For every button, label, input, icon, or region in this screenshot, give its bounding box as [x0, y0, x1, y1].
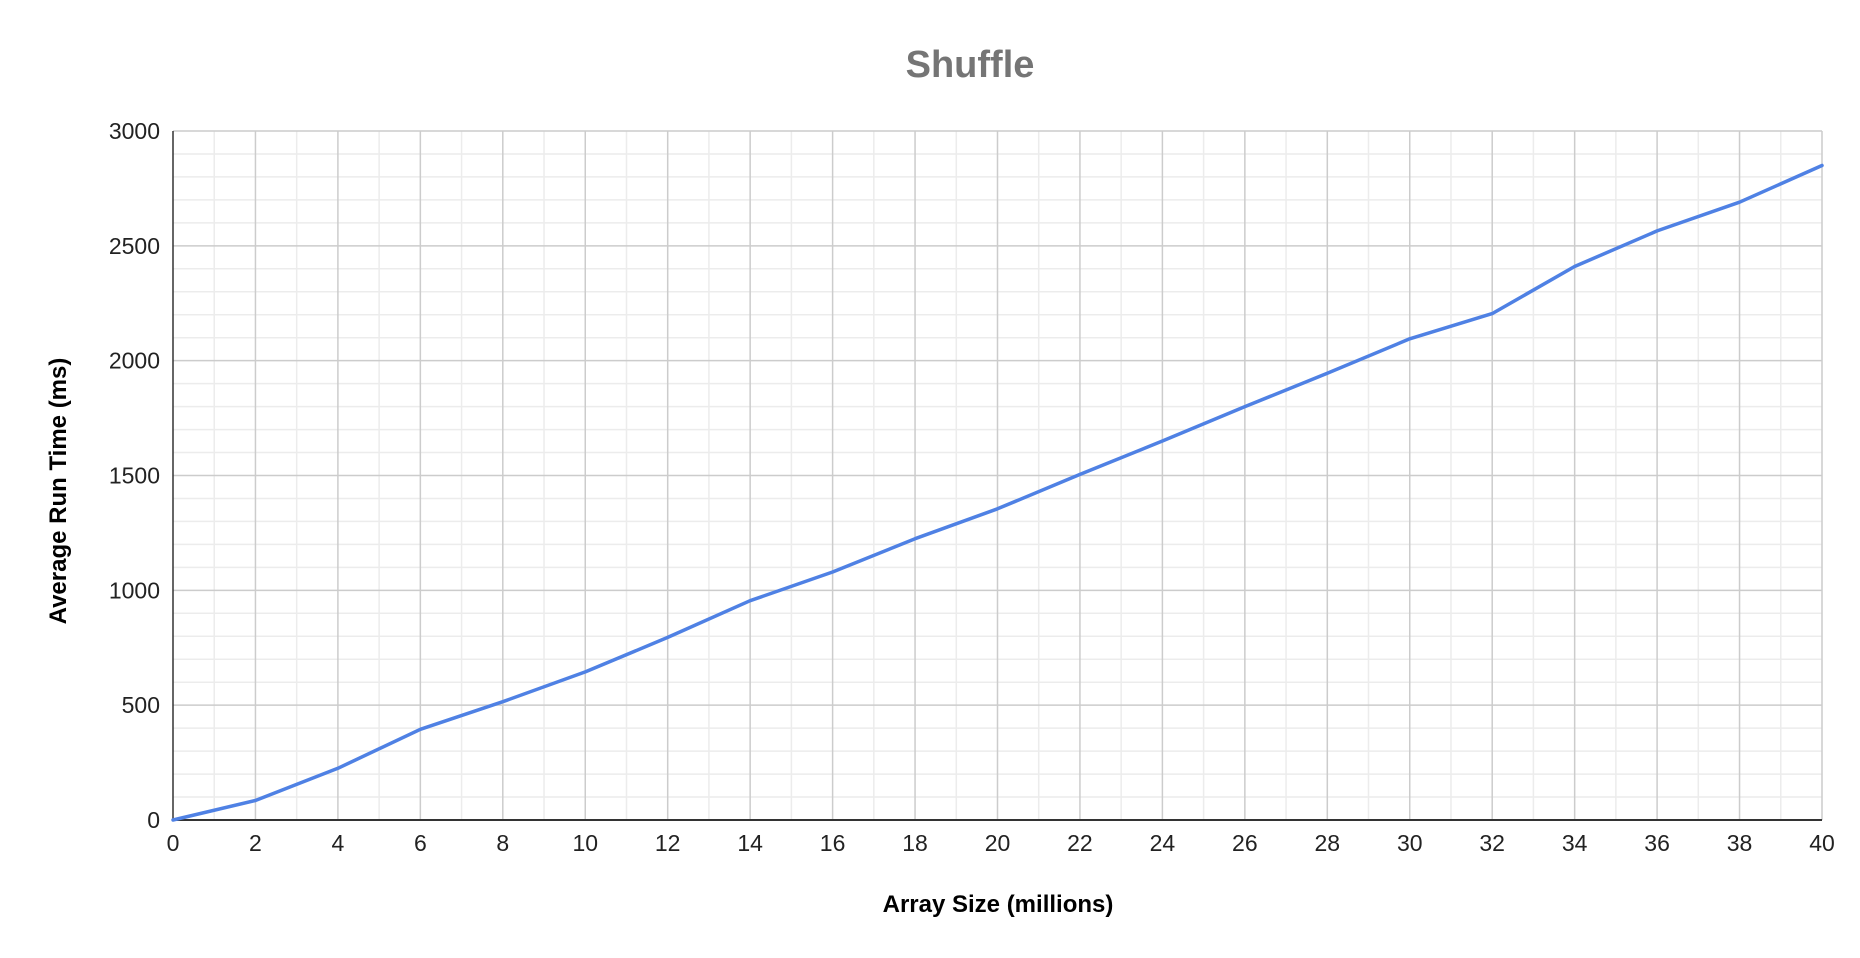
y-tick-labels: 0 500 1000 1500 2000 2500 3000 — [109, 118, 160, 833]
y-tick-label: 0 — [147, 807, 160, 833]
x-tick-label: 38 — [1727, 830, 1753, 856]
y-tick-label: 2500 — [109, 233, 160, 259]
x-tick-label: 2 — [249, 830, 262, 856]
y-tick-label: 3000 — [109, 118, 160, 144]
series-layer — [171, 163, 1824, 822]
x-tick-label: 40 — [1809, 830, 1835, 856]
series-line — [171, 163, 1824, 822]
x-tick-label: 14 — [737, 830, 763, 856]
x-tick-label: 30 — [1397, 830, 1423, 856]
x-tick-labels: 0 2 4 6 8 10 12 14 16 18 20 22 24 26 28 30 32 34 36 38 40 — [167, 830, 1835, 856]
y-tick-label: 500 — [122, 692, 160, 718]
y-axis-title: Average Run Time (ms) — [45, 358, 72, 625]
x-tick-label: 10 — [572, 830, 598, 856]
x-tick-label: 12 — [655, 830, 681, 856]
x-tick-label: 34 — [1562, 830, 1588, 856]
x-tick-label: 4 — [332, 830, 345, 856]
x-tick-label: 8 — [496, 830, 509, 856]
y-tick-label: 1500 — [109, 463, 160, 489]
x-tick-label: 0 — [167, 830, 180, 856]
x-tick-label: 16 — [820, 830, 846, 856]
y-tick-label: 1000 — [109, 577, 160, 603]
x-tick-label: 36 — [1644, 830, 1670, 856]
x-tick-label: 22 — [1067, 830, 1093, 856]
chart-title: Shuffle — [906, 44, 1035, 86]
x-tick-label: 20 — [985, 830, 1011, 856]
x-tick-label: 6 — [414, 830, 427, 856]
x-axis-title: Array Size (millions) — [883, 891, 1114, 918]
y-tick-label: 2000 — [109, 348, 160, 374]
x-tick-label: 24 — [1150, 830, 1176, 856]
grid — [173, 130, 1823, 820]
x-tick-label: 18 — [902, 830, 928, 856]
x-tick-label: 26 — [1232, 830, 1258, 856]
axes — [172, 131, 1822, 821]
x-tick-label: 32 — [1479, 830, 1505, 856]
x-tick-label: 28 — [1315, 830, 1341, 856]
